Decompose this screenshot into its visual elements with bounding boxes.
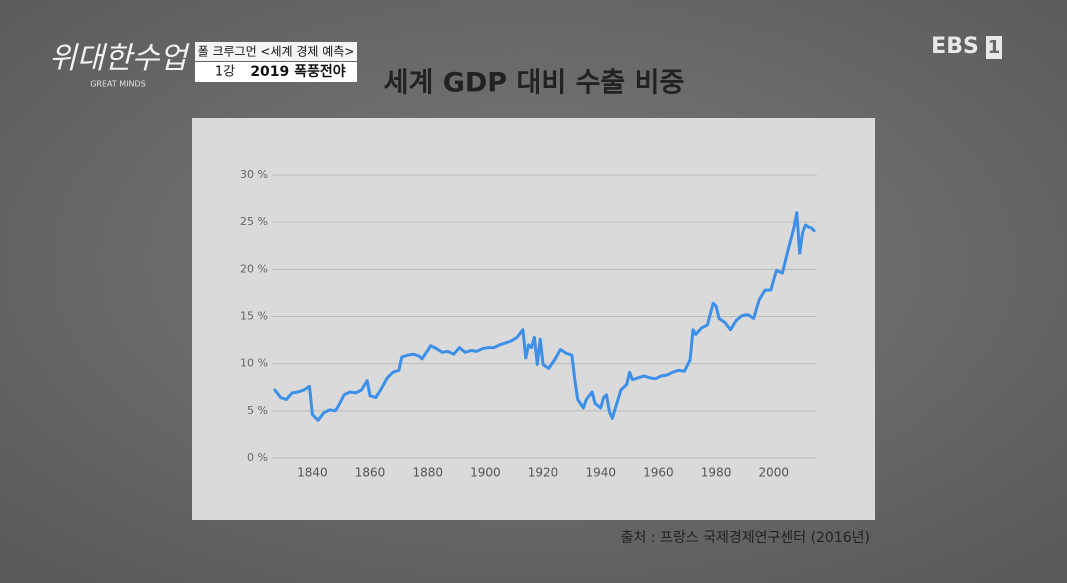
episode-title: 2019 폭풍전야 <box>250 63 345 80</box>
x-tick-label: 1840 <box>297 466 328 480</box>
chart-title: 세계 GDP 대비 수출 비중 <box>384 68 685 99</box>
channel-number: 1 <box>988 37 1001 58</box>
x-tick-label: 1860 <box>355 466 386 480</box>
y-tick-label: 30 % <box>240 168 268 181</box>
x-tick-label: 1880 <box>412 466 443 480</box>
x-tick-label: 1940 <box>585 466 616 480</box>
y-tick-label: 10 % <box>240 357 268 370</box>
paper-panel <box>192 118 875 520</box>
episode-box <box>195 62 357 82</box>
logo-subtitle: GREAT MINDS <box>90 80 146 89</box>
x-tick-label: 2000 <box>758 466 789 480</box>
source-note: 출처 : 프랑스 국제경제연구센터 (2016년) <box>621 530 870 546</box>
channel-badge <box>986 36 1002 59</box>
episode: 1강 <box>215 65 235 80</box>
x-tick-label: 1980 <box>701 466 732 480</box>
y-tick-label: 25 % <box>240 215 268 228</box>
y-tick-label: 5 % <box>247 404 268 417</box>
y-tick-label: 15 % <box>240 310 268 323</box>
y-tick-label: 0 % <box>247 451 268 464</box>
x-tick-label: 1920 <box>528 466 559 480</box>
data-line <box>273 211 816 422</box>
logo: 위대한수업 <box>49 41 190 76</box>
x-tick-label: 1960 <box>643 466 674 480</box>
y-tick-label: 20 % <box>240 262 268 275</box>
x-tick-label: 1900 <box>470 466 501 480</box>
channel: EBS <box>931 34 979 59</box>
program: 폴 크루그먼 <세계 경제 예측> <box>198 45 355 59</box>
program-box <box>195 42 357 61</box>
